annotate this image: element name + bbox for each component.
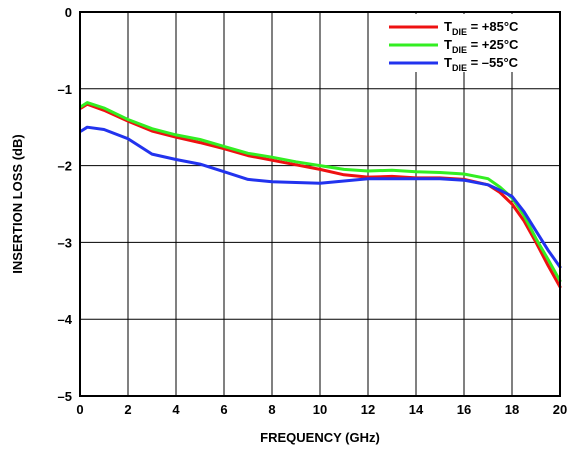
grid-lines: [80, 12, 560, 396]
x-tick-label: 18: [505, 402, 519, 417]
x-tick-label: 8: [268, 402, 275, 417]
legend-label: TDIE = +25°C: [444, 37, 519, 55]
x-tick-label: 6: [220, 402, 227, 417]
plot-frame: [79, 11, 561, 397]
legend-label: TDIE = +85°C: [444, 19, 519, 37]
series-lines: [79, 101, 562, 289]
x-tick-label: 14: [409, 402, 424, 417]
y-tick-labels: 0 –1 –2 –3 –4 –5: [58, 5, 73, 404]
y-tick-label: –5: [58, 389, 72, 404]
x-tick-label: 10: [313, 402, 327, 417]
series-line-3: [79, 125, 562, 269]
y-tick-label: –1: [58, 82, 72, 97]
y-tick-label: –4: [58, 312, 73, 327]
legend-label: TDIE = –55°C: [444, 55, 519, 73]
y-tick-label: –3: [58, 235, 72, 250]
y-tick-label: 0: [65, 5, 72, 20]
y-tick-label: –2: [58, 159, 72, 174]
x-tick-label: 0: [76, 402, 83, 417]
series-line-1: [79, 102, 562, 289]
y-axis-title: INSERTION LOSS (dB): [10, 134, 25, 273]
x-tick-label: 12: [361, 402, 375, 417]
x-tick-label: 16: [457, 402, 471, 417]
x-tick-label: 2: [124, 402, 131, 417]
x-tick-labels: 0 2 4 6 8 10 12 14 16 18 20: [76, 402, 567, 417]
series-line-2: [79, 101, 562, 283]
x-tick-label: 20: [553, 402, 567, 417]
x-tick-label: 4: [172, 402, 180, 417]
x-axis-title: FREQUENCY (GHz): [260, 430, 380, 445]
